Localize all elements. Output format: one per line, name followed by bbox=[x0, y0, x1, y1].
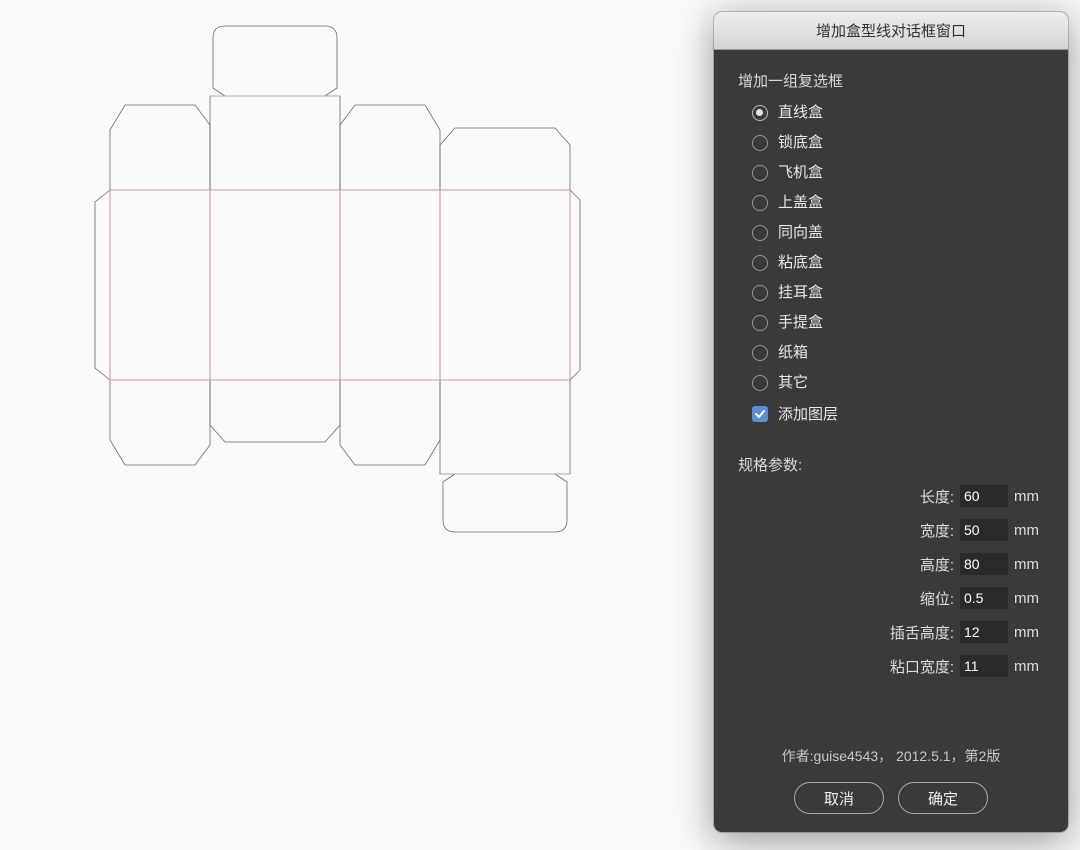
param-row: 宽度: mm bbox=[738, 519, 1044, 541]
checkbox-icon bbox=[752, 406, 768, 422]
box-type-radio[interactable]: 直线盒 bbox=[752, 101, 1044, 125]
box-type-label: 粘底盒 bbox=[778, 251, 823, 275]
radio-icon bbox=[752, 315, 768, 331]
radio-icon bbox=[752, 105, 768, 121]
cancel-button[interactable]: 取消 bbox=[794, 782, 884, 814]
ok-button[interactable]: 确定 bbox=[898, 782, 988, 814]
params-label: 规格参数: bbox=[738, 454, 1044, 475]
dialog-button-row: 取消 确定 bbox=[738, 782, 1044, 814]
box-type-radio[interactable]: 锁底盒 bbox=[752, 131, 1044, 155]
box-type-label: 挂耳盒 bbox=[778, 281, 823, 305]
param-row: 插舌高度: mm bbox=[738, 621, 1044, 643]
radio-icon bbox=[752, 165, 768, 181]
param-input[interactable] bbox=[960, 587, 1008, 609]
box-type-label: 纸箱 bbox=[778, 341, 808, 365]
param-label: 插舌高度: bbox=[890, 622, 954, 643]
dialog-title: 增加盒型线对话框窗口 bbox=[816, 20, 966, 41]
group-label: 增加一组复选框 bbox=[738, 70, 1044, 91]
param-row: 粘口宽度: mm bbox=[738, 655, 1044, 677]
box-dieline bbox=[85, 20, 635, 540]
params-section: 规格参数: 长度: mm 宽度: mm 高度: mm 缩位: mm 插舌高度: mm 粘口宽度: mm bbox=[738, 454, 1044, 689]
param-label: 缩位: bbox=[920, 588, 954, 609]
box-type-radio[interactable]: 其它 bbox=[752, 371, 1044, 395]
param-label: 宽度: bbox=[920, 520, 954, 541]
param-row: 缩位: mm bbox=[738, 587, 1044, 609]
radio-icon bbox=[752, 255, 768, 271]
box-type-label: 飞机盒 bbox=[778, 161, 823, 185]
box-type-radio[interactable]: 飞机盒 bbox=[752, 161, 1044, 185]
radio-icon bbox=[752, 135, 768, 151]
param-row: 长度: mm bbox=[738, 485, 1044, 507]
param-unit: mm bbox=[1014, 590, 1044, 607]
param-input[interactable] bbox=[960, 485, 1008, 507]
param-input[interactable] bbox=[960, 519, 1008, 541]
box-type-label: 同向盖 bbox=[778, 221, 823, 245]
param-unit: mm bbox=[1014, 556, 1044, 573]
box-type-radio-group: 直线盒锁底盒飞机盒上盖盒同向盖粘底盒挂耳盒手提盒纸箱其它 bbox=[752, 101, 1044, 395]
param-unit: mm bbox=[1014, 658, 1044, 675]
canvas-area bbox=[0, 0, 700, 850]
radio-icon bbox=[752, 345, 768, 361]
param-input[interactable] bbox=[960, 621, 1008, 643]
param-label: 高度: bbox=[920, 554, 954, 575]
param-unit: mm bbox=[1014, 488, 1044, 505]
param-label: 粘口宽度: bbox=[890, 656, 954, 677]
param-row: 高度: mm bbox=[738, 553, 1044, 575]
box-type-label: 上盖盒 bbox=[778, 191, 823, 215]
param-input[interactable] bbox=[960, 655, 1008, 677]
add-layer-checkbox[interactable]: 添加图层 bbox=[752, 403, 1044, 424]
box-type-radio[interactable]: 纸箱 bbox=[752, 341, 1044, 365]
radio-icon bbox=[752, 285, 768, 301]
box-type-radio[interactable]: 粘底盒 bbox=[752, 251, 1044, 275]
param-unit: mm bbox=[1014, 522, 1044, 539]
box-type-label: 锁底盒 bbox=[778, 131, 823, 155]
box-type-radio[interactable]: 手提盒 bbox=[752, 311, 1044, 335]
box-type-radio[interactable]: 上盖盒 bbox=[752, 191, 1044, 215]
param-input[interactable] bbox=[960, 553, 1008, 575]
box-type-label: 直线盒 bbox=[778, 101, 823, 125]
footer-text: 作者:guise4543， 2012.5.1，第2版 bbox=[738, 746, 1044, 766]
radio-icon bbox=[752, 375, 768, 391]
param-label: 长度: bbox=[920, 486, 954, 507]
box-type-label: 其它 bbox=[778, 371, 808, 395]
box-type-radio[interactable]: 同向盖 bbox=[752, 221, 1044, 245]
box-dialog: 增加盒型线对话框窗口 增加一组复选框 直线盒锁底盒飞机盒上盖盒同向盖粘底盒挂耳盒… bbox=[714, 12, 1068, 832]
add-layer-label: 添加图层 bbox=[778, 403, 838, 424]
param-unit: mm bbox=[1014, 624, 1044, 641]
dialog-body: 增加一组复选框 直线盒锁底盒飞机盒上盖盒同向盖粘底盒挂耳盒手提盒纸箱其它 添加图… bbox=[714, 50, 1068, 832]
radio-icon bbox=[752, 225, 768, 241]
dialog-titlebar[interactable]: 增加盒型线对话框窗口 bbox=[714, 12, 1068, 50]
radio-icon bbox=[752, 195, 768, 211]
box-type-label: 手提盒 bbox=[778, 311, 823, 335]
box-type-radio[interactable]: 挂耳盒 bbox=[752, 281, 1044, 305]
